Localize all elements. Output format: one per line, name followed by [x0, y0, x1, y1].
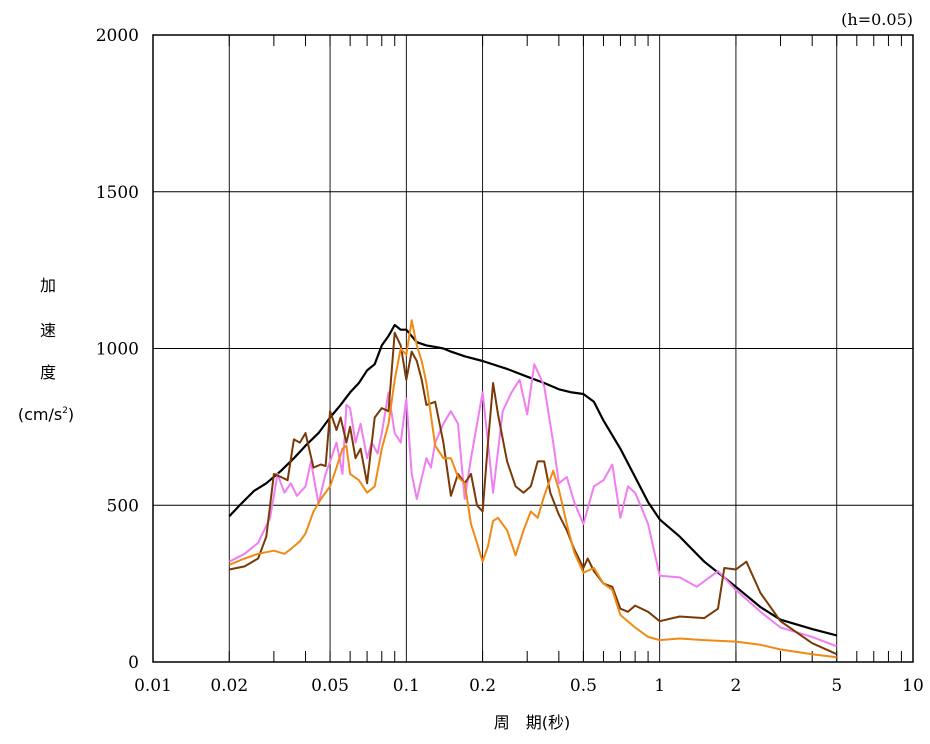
x-axis-title: 周 期(秒) — [494, 713, 571, 732]
y-tick-label: 500 — [107, 496, 139, 516]
x-tick-label: 0.02 — [210, 676, 248, 696]
y-axis-unit-superscript: 2 — [62, 406, 68, 416]
series-layer — [228, 319, 838, 659]
x-tick-label: 2 — [731, 676, 742, 696]
x-tick-label: 0.05 — [311, 676, 349, 696]
x-tick-label: 0.5 — [570, 676, 597, 696]
x-tick-labels: 0.01 0.02 0.05 0.1 0.2 0.5 1 2 5 10 — [134, 676, 924, 696]
y-tick-label: 0 — [128, 653, 139, 673]
plot-area-frame — [152, 34, 914, 663]
x-tick-label: 0.01 — [134, 676, 172, 696]
x-tick-label: 0.2 — [469, 676, 496, 696]
y-tick-label: 2000 — [96, 26, 139, 46]
y-tick-label: 1500 — [96, 183, 139, 203]
y-axis-title-char-1: 加 — [40, 276, 56, 295]
minor-ticks — [228, 35, 902, 662]
damping-annotation: (h=0.05) — [841, 10, 913, 29]
y-axis-unit: (cm/s2) — [18, 405, 74, 424]
x-tick-label: 1 — [654, 676, 665, 696]
series-line-4 — [228, 319, 837, 659]
y-axis-unit-close: ) — [68, 405, 74, 424]
x-tick-label: 5 — [831, 676, 842, 696]
series-line-1 — [228, 323, 837, 637]
y-axis-title-char-3: 度 — [40, 363, 56, 382]
y-tick-label: 1000 — [96, 340, 139, 360]
x-tick-label: 10 — [902, 676, 924, 696]
series-line-3 — [229, 331, 838, 656]
major-grid — [152, 34, 914, 663]
x-tick-label: 0.1 — [393, 676, 420, 696]
y-axis-unit-base: (cm/s — [18, 405, 62, 424]
series-line-2 — [228, 363, 838, 648]
y-axis-title-char-2: 速 — [40, 321, 56, 340]
y-tick-labels: 0 500 1000 1500 2000 — [96, 26, 139, 673]
